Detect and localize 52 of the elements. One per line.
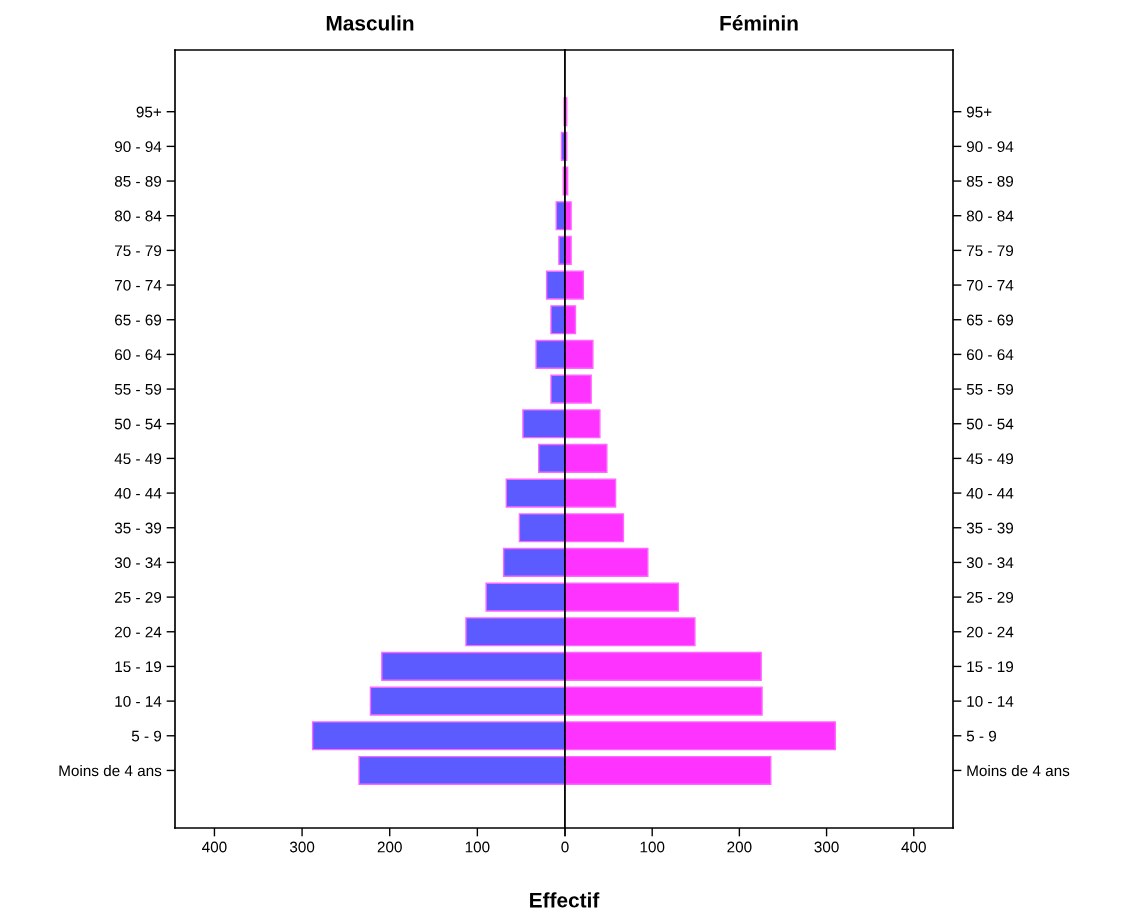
y-tick-label: 35 - 39	[966, 522, 1014, 534]
y-tick-label: 75 - 79	[966, 245, 1014, 257]
y-tick-label: 10 - 14	[115, 695, 162, 707]
y-tick-label: 40 - 44	[114, 487, 162, 499]
x-tick-label: 300	[814, 841, 839, 853]
x-tick-label: 400	[202, 841, 227, 853]
x-tick-label: 400	[901, 841, 926, 853]
y-tick-label: 95+	[966, 106, 992, 118]
y-tick-label: 75 - 79	[115, 245, 162, 257]
y-tick-label: 95+	[136, 106, 162, 118]
y-tick-label: 45 - 49	[114, 453, 162, 465]
y-tick-label: 20 - 24	[115, 626, 162, 638]
y-tick-label: 65 - 69	[966, 314, 1014, 326]
y-tick-label: 30 - 34	[966, 557, 1014, 569]
x-tick-label: 300	[289, 841, 315, 853]
y-tick-label: 60 - 64	[115, 349, 162, 361]
y-tick-label: 15 - 19	[115, 661, 162, 673]
y-tick-label: 60 - 64	[966, 349, 1014, 361]
y-tick-label: 85 - 89	[966, 175, 1014, 187]
y-tick-label: 25 - 29	[115, 591, 162, 603]
y-tick-label: 55 - 59	[114, 383, 162, 395]
y-tick-label: 15 - 19	[967, 661, 1014, 673]
y-tick-label: 90 - 94	[966, 141, 1014, 153]
y-tick-label: 30 - 34	[114, 557, 162, 569]
y-tick-label: 5 - 9	[966, 730, 997, 742]
chart-title: Masculin	[326, 15, 414, 31]
y-tick-label: 20 - 24	[966, 626, 1014, 638]
y-tick-label: 10 - 14	[967, 695, 1014, 707]
x-tick-label: 0	[561, 841, 569, 853]
y-tick-label: 85 - 89	[114, 175, 162, 187]
y-tick-label: 55 - 59	[966, 383, 1014, 395]
y-tick-label: Moins de 4 ans	[967, 764, 1070, 777]
x-tick-label: 200	[727, 841, 752, 853]
y-tick-label: 70 - 74	[966, 279, 1014, 291]
x-tick-label: 100	[640, 841, 665, 853]
y-tick-label: 25 - 29	[966, 591, 1014, 603]
y-tick-label: 70 - 74	[115, 279, 162, 291]
x-tick-label: 200	[377, 841, 402, 853]
y-tick-label: 45 - 49	[966, 453, 1014, 465]
y-tick-label: 5 - 9	[131, 730, 162, 742]
y-tick-label: 50 - 54	[966, 418, 1014, 430]
y-tick-label: Moins de 4 ans	[59, 764, 162, 777]
y-tick-label: 80 - 84	[966, 210, 1014, 222]
y-tick-label: 35 - 39	[114, 522, 162, 534]
x-axis-title: Effectif	[530, 892, 600, 908]
y-tick-label: 50 - 54	[114, 418, 162, 430]
y-tick-label: 80 - 84	[114, 210, 162, 222]
x-tick-label: 100	[465, 841, 490, 853]
y-tick-label: 65 - 69	[115, 314, 162, 326]
y-tick-label: 40 - 44	[966, 487, 1014, 499]
chart-title: Féminin	[720, 15, 798, 31]
y-tick-label: 90 - 94	[114, 141, 162, 153]
